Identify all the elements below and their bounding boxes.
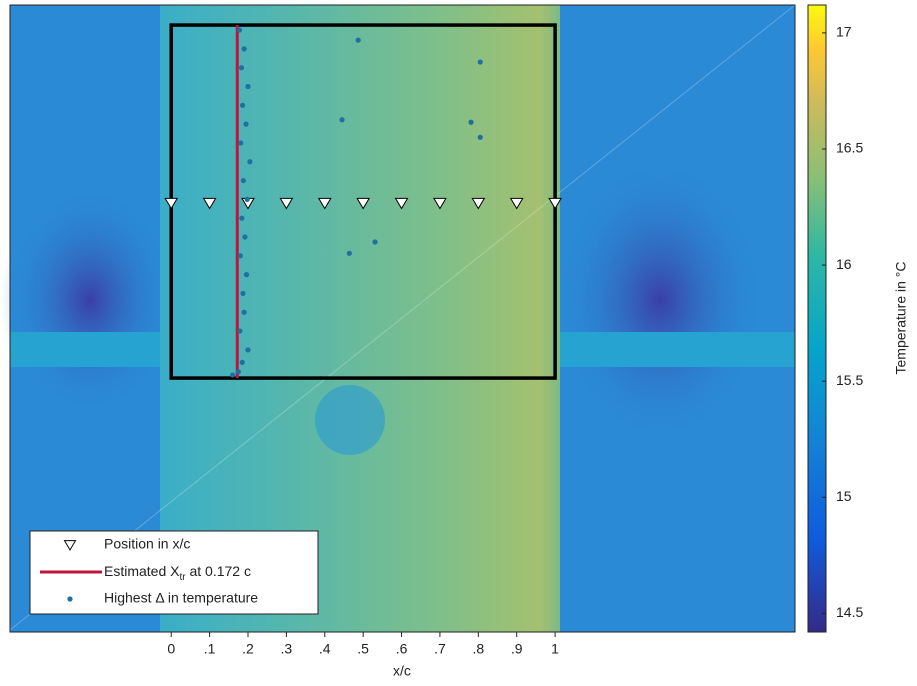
max-delta-point — [237, 253, 243, 259]
legend-label: Estimated Xtr at 0.172 c — [104, 563, 251, 583]
max-delta-point — [238, 65, 245, 71]
legend-label-subscript: tr — [179, 572, 186, 583]
x-tick-label: .8 — [472, 641, 484, 657]
colorbar-tick-label: 16.5 — [836, 140, 863, 156]
position-marker — [356, 197, 371, 210]
legend: Position in x/c Estimated Xtr at 0.172 c H… — [29, 530, 319, 615]
max-delta-point — [245, 347, 251, 353]
position-marker — [548, 197, 562, 210]
position-marker — [509, 197, 524, 210]
x-tick-label: .4 — [319, 641, 331, 657]
max-delta-point — [230, 372, 236, 378]
legend-label: Position in x/c — [104, 536, 190, 552]
max-delta-point — [239, 215, 245, 221]
position-marker — [394, 197, 409, 210]
max-delta-point — [243, 272, 250, 278]
legend-label: Highest Δ in temperature — [104, 590, 258, 606]
x-tick-label: .5 — [357, 641, 369, 657]
legend-marker — [67, 596, 73, 602]
max-delta-point — [241, 309, 247, 315]
colorbar — [807, 4, 827, 633]
max-delta-point — [346, 250, 352, 256]
colorbar-tick-label: 15.5 — [836, 372, 863, 388]
max-delta-point — [238, 140, 244, 146]
legend-marker — [63, 540, 77, 551]
max-delta-point — [236, 27, 243, 33]
thermal-image — [0, 4, 796, 633]
x-tick-label: .3 — [281, 641, 293, 657]
position-marker — [471, 197, 486, 210]
colorbar-tick-label: 16 — [836, 256, 852, 272]
legend-label-text: Estimated X — [104, 563, 180, 579]
max-delta-point — [245, 83, 251, 90]
max-delta-point — [240, 290, 246, 297]
max-delta-point — [244, 196, 250, 202]
x-tick-label: .7 — [434, 641, 446, 657]
position-marker — [164, 197, 179, 210]
colorbar-tick-label: 14.5 — [836, 604, 863, 620]
colorbar-tick-label: 17 — [836, 24, 852, 40]
x-tick-label: .2 — [242, 641, 254, 657]
max-delta-point — [477, 134, 483, 140]
max-delta-point — [242, 234, 248, 240]
max-delta-point — [239, 359, 245, 365]
x-tick-label: .9 — [511, 641, 523, 657]
x-axis-label: x/c — [393, 663, 411, 679]
max-delta-point — [372, 239, 378, 245]
max-delta-point — [240, 102, 246, 108]
max-delta-point — [235, 369, 241, 375]
max-delta-point — [240, 177, 246, 184]
x-tick-label: 0 — [167, 641, 175, 657]
position-marker — [202, 197, 217, 210]
legend-label-suffix: at 0.172 c — [186, 563, 251, 579]
x-tick-label: .1 — [204, 641, 216, 657]
colorbar-tick-label: 15 — [836, 488, 852, 504]
x-tick-label: 1 — [551, 641, 559, 657]
max-delta-point — [237, 328, 243, 334]
max-delta-point — [477, 59, 483, 65]
max-delta-point — [243, 121, 249, 127]
max-delta-point — [339, 117, 345, 123]
x-tick-label: .6 — [396, 641, 408, 657]
position-marker — [433, 197, 447, 210]
max-delta-point — [241, 46, 247, 52]
max-delta-point — [355, 37, 361, 43]
position-marker — [279, 197, 294, 210]
position-marker — [317, 197, 332, 210]
colorbar-label: Temperature in °C — [893, 262, 909, 375]
max-delta-point — [468, 119, 474, 125]
max-delta-point — [247, 159, 253, 165]
